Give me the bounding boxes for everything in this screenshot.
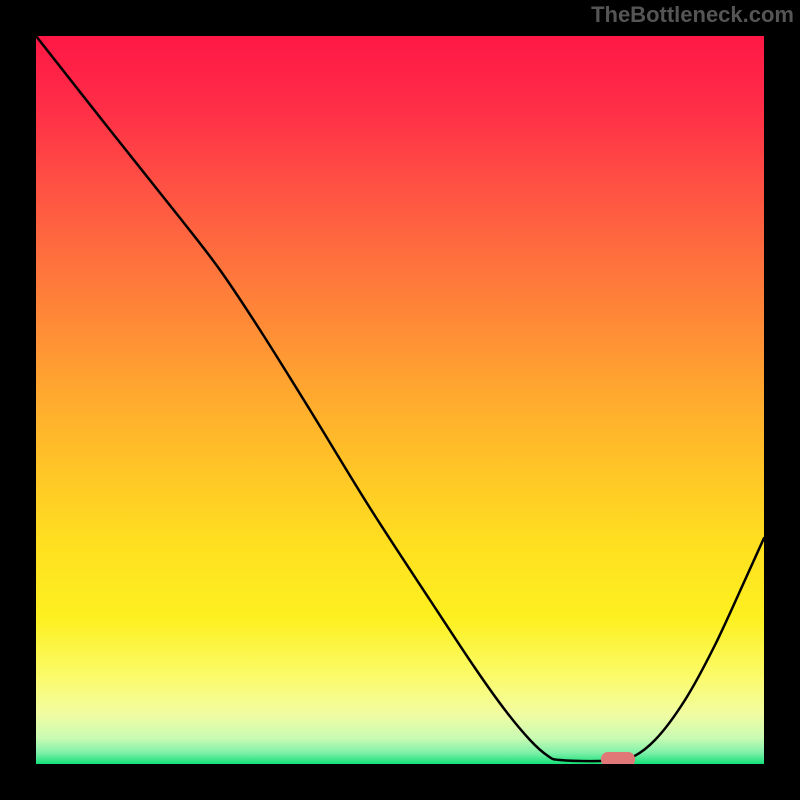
- bottleneck-chart: TheBottleneck.com: [0, 0, 800, 800]
- watermark-text: TheBottleneck.com: [591, 2, 794, 28]
- chart-svg: [0, 0, 800, 800]
- plot-background: [36, 36, 764, 764]
